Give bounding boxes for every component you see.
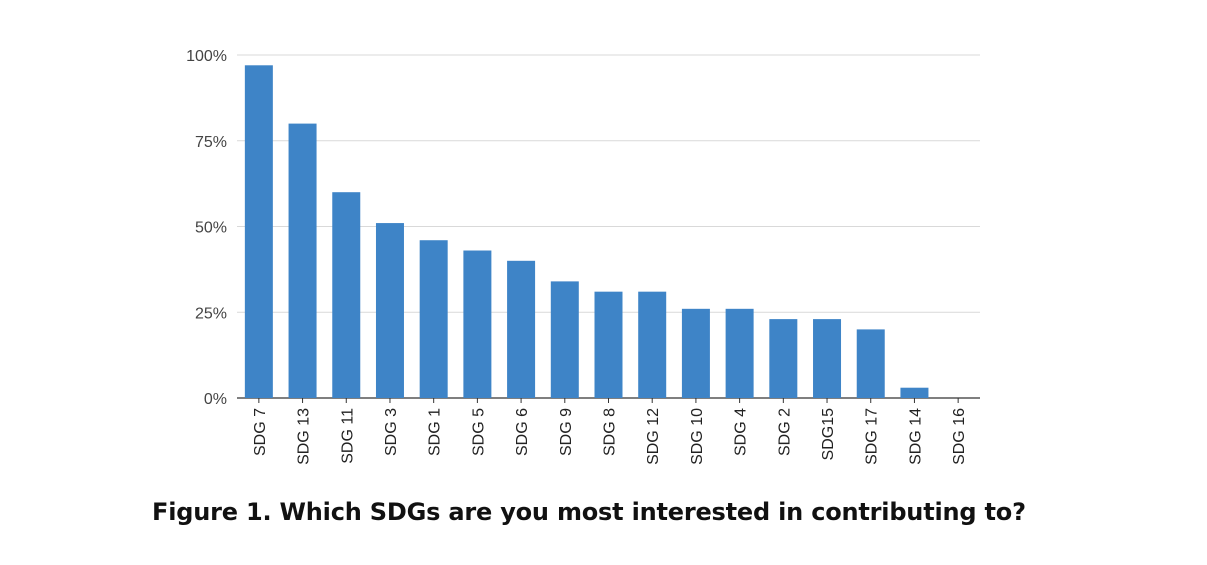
x-tick-label: SDG 12: [645, 408, 662, 465]
bar-chart: 0% 25% 50% 75% 100% SDG 7 SDG 13 SDG 11 SDG 3 SD…: [186, 48, 980, 465]
bar: [244, 65, 273, 398]
bar: [813, 319, 842, 398]
x-tick-label: SDG 6: [514, 408, 531, 456]
x-tick-label: SDG 13: [296, 408, 313, 465]
bar: [594, 291, 623, 398]
y-tick-label: 25%: [195, 305, 227, 322]
x-tick-label: SDG 17: [864, 408, 881, 465]
x-axis-ticks: SDG 7 SDG 13 SDG 11 SDG 3 SDG 1 SDG 5 SDG 6 SDG…: [252, 398, 968, 465]
x-tick-label: SDG 2: [776, 408, 793, 456]
figure-caption: Figure 1. Which SDGs are you most intere…: [152, 498, 1026, 526]
y-axis-ticks: 0% 25% 50% 75% 100%: [186, 48, 227, 408]
bar: [375, 223, 404, 398]
x-tick-label: SDG 8: [602, 408, 619, 456]
bar: [769, 319, 798, 398]
bar: [856, 329, 885, 398]
bar: [550, 281, 579, 398]
bar: [638, 291, 667, 398]
bar: [332, 192, 361, 398]
x-tick-label: SDG 14: [907, 408, 924, 465]
x-tick-label: SDG 10: [689, 408, 706, 465]
x-tick-label: SDG 5: [470, 408, 487, 456]
x-tick-label: SDG15: [820, 408, 837, 461]
x-tick-label: SDG 3: [383, 408, 400, 456]
bar: [681, 308, 710, 398]
bar: [419, 240, 448, 398]
y-tick-label: 50%: [195, 220, 227, 237]
x-tick-label: SDG 4: [733, 408, 750, 456]
x-tick-label: SDG 1: [427, 408, 444, 456]
x-tick-label: SDG 7: [252, 408, 269, 456]
bar: [900, 387, 929, 398]
x-tick-label: SDG 16: [951, 408, 968, 465]
bar: [463, 250, 492, 398]
y-tick-label: 100%: [186, 48, 227, 65]
bar: [507, 260, 536, 398]
bar: [288, 123, 317, 398]
x-tick-label: SDG 11: [339, 408, 356, 464]
x-tick-label: SDG 9: [558, 408, 575, 456]
bars: [244, 65, 929, 398]
bar: [725, 308, 754, 398]
y-tick-label: 75%: [195, 134, 227, 151]
chart-canvas: 0%25%50%75%100% SDG 7 SDG 13 SDG 11 SDG 3 SD…: [186, 48, 980, 465]
y-tick-label: 0%: [204, 391, 227, 408]
